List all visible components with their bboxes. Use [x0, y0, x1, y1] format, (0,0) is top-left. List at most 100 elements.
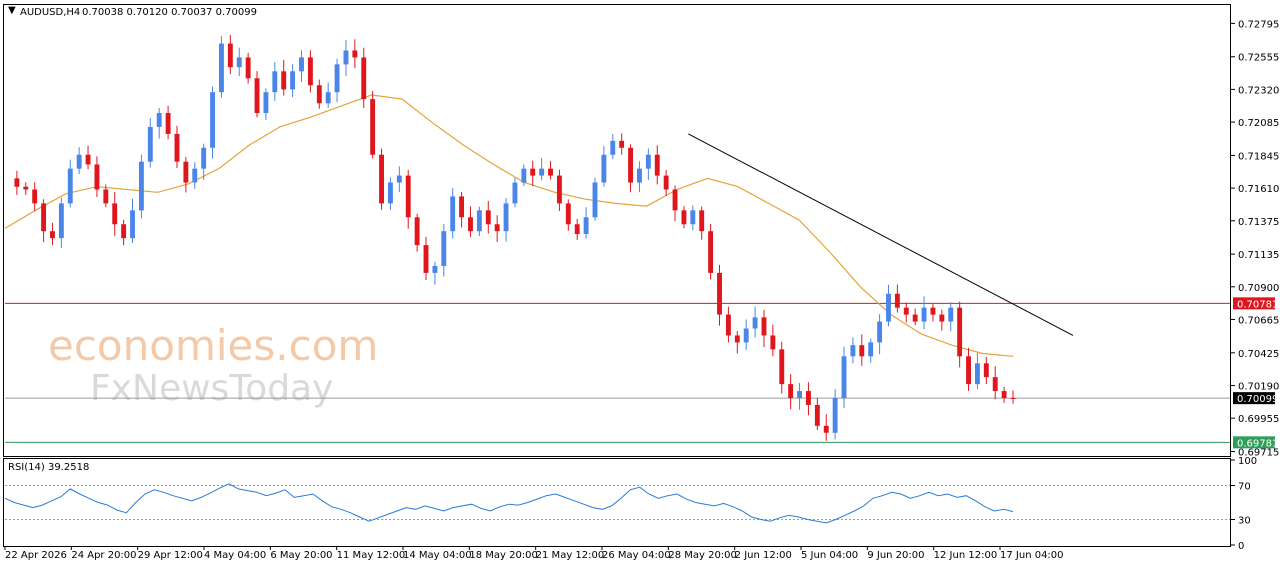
y-tick-label: 0.70190: [1238, 381, 1279, 392]
candle-bull: [156, 113, 162, 127]
candle-bear: [983, 363, 989, 378]
candle-bear: [94, 164, 100, 190]
rsi-tick-label: 0: [1238, 541, 1244, 552]
candle-bear: [41, 203, 47, 232]
y-tick-label: 0.69955: [1238, 414, 1279, 425]
candle-bull: [868, 342, 874, 357]
rsi-label: RSI(14) 39.2518: [8, 462, 89, 473]
candle-bear: [112, 203, 118, 225]
candle-bull: [299, 57, 304, 72]
y-tick-label: 0.71845: [1238, 151, 1279, 162]
candle-bull: [201, 147, 207, 169]
candle-bear: [957, 307, 963, 357]
price-axis[interactable]: 0.72795 0.72555 0.72320 0.72085 0.71845 0.716…: [1230, 19, 1279, 459]
time-axis[interactable]: 22 Apr 2026 24 Apr 20:00 29 Apr 12:00 4 May…: [4, 546, 1064, 561]
candle-bear: [14, 178, 20, 187]
candle-bear: [316, 85, 322, 104]
x-tick-label: 14 May 04:00: [403, 550, 472, 561]
y-tick-label: 0.72085: [1238, 118, 1279, 129]
y-tick-label: 0.72320: [1238, 85, 1279, 96]
x-tick-label: 28 May 20:00: [668, 550, 737, 561]
candle-bear: [379, 154, 384, 204]
candle-bull: [921, 307, 927, 322]
candle-bear: [405, 175, 411, 218]
rsi-line: [4, 483, 1230, 524]
candle-bull: [263, 92, 269, 114]
candle-bear: [183, 161, 189, 183]
x-tick-label: 2 Jun 12:00: [735, 550, 792, 561]
candle-bear: [654, 154, 660, 176]
candle-bull: [886, 293, 891, 322]
x-tick-label: 24 Apr 20:00: [71, 550, 136, 561]
price-panel[interactable]: [3, 4, 1231, 457]
candle-bull: [601, 154, 607, 183]
candle-bull: [850, 345, 856, 357]
candle-bull: [592, 182, 598, 218]
candle-bull: [325, 92, 331, 104]
candle-bear: [227, 43, 233, 68]
candle-bear: [708, 231, 714, 273]
y-tick-label: 0.69715: [1238, 448, 1279, 459]
candle-bull: [974, 363, 980, 385]
candle-bull: [476, 210, 482, 232]
collapse-triangle-icon[interactable]: ▼: [8, 5, 16, 16]
candle-bull: [432, 265, 438, 273]
candle-bull: [343, 50, 349, 65]
candle-bear: [281, 71, 287, 90]
candle-bear: [103, 189, 109, 204]
x-tick-label: 6 May 20:00: [270, 550, 332, 561]
rsi-tick-label: 70: [1238, 482, 1251, 493]
candle-bear: [663, 175, 669, 190]
x-tick-label: 4 May 04:00: [204, 550, 266, 561]
candle-bear: [23, 186, 29, 190]
y-tick-label: 0.70900: [1238, 283, 1279, 294]
candle-bull: [503, 203, 509, 232]
candle-bull: [832, 398, 838, 433]
candle-bear: [761, 317, 767, 336]
candle-bear: [1010, 398, 1016, 400]
candle-bull: [334, 64, 340, 93]
price-tags: 0.70781 0.70099 0.69781: [1233, 297, 1278, 449]
candle-bull: [147, 126, 153, 162]
downtrend-line[interactable]: [688, 133, 1074, 336]
candle-bear: [992, 377, 998, 392]
candle-bull: [219, 43, 224, 93]
candle-bear: [494, 224, 500, 232]
price-levels: [5, 302, 1230, 443]
x-tick-label: 17 Jun 04:00: [1000, 550, 1064, 561]
x-tick-label: 11 May 12:00: [337, 550, 406, 561]
candle-bear: [725, 314, 731, 336]
candle-bear: [459, 196, 465, 218]
moving-average: [4, 94, 1014, 357]
candle-bull: [645, 154, 651, 169]
candle-bear: [254, 78, 260, 114]
candle-bear: [370, 99, 376, 155]
candle-bull: [387, 182, 393, 204]
candle-bear: [361, 57, 367, 100]
y-tick-label: 0.70425: [1238, 349, 1279, 360]
x-tick-label: 5 Jun 04:00: [801, 550, 858, 561]
candle-bull: [210, 92, 216, 148]
candle-bull: [450, 196, 456, 232]
candle-bull: [521, 168, 527, 183]
trendline[interactable]: [688, 133, 1074, 336]
candle-bull: [138, 161, 144, 211]
candle-bear: [681, 210, 687, 225]
candle-bear: [779, 349, 785, 385]
candle-bear: [939, 314, 945, 322]
candle-bull: [752, 317, 758, 329]
candle-bull: [130, 210, 135, 239]
watermark: economies.com FxNewsToday: [48, 321, 378, 409]
symbol-label: AUDUSD,H4: [20, 7, 80, 18]
y-tick-label: 0.72795: [1238, 19, 1279, 30]
candle-bull: [236, 57, 242, 68]
candle-bear: [165, 113, 171, 134]
price-tag-current: [1233, 392, 1275, 405]
candle-bear: [672, 189, 678, 211]
rsi-panel[interactable]: [3, 458, 1231, 547]
candle-bear: [930, 307, 936, 315]
watermark-fxnewstoday: FxNewsToday: [90, 368, 333, 409]
candle-bear: [423, 245, 429, 273]
candle-bull: [396, 175, 402, 183]
